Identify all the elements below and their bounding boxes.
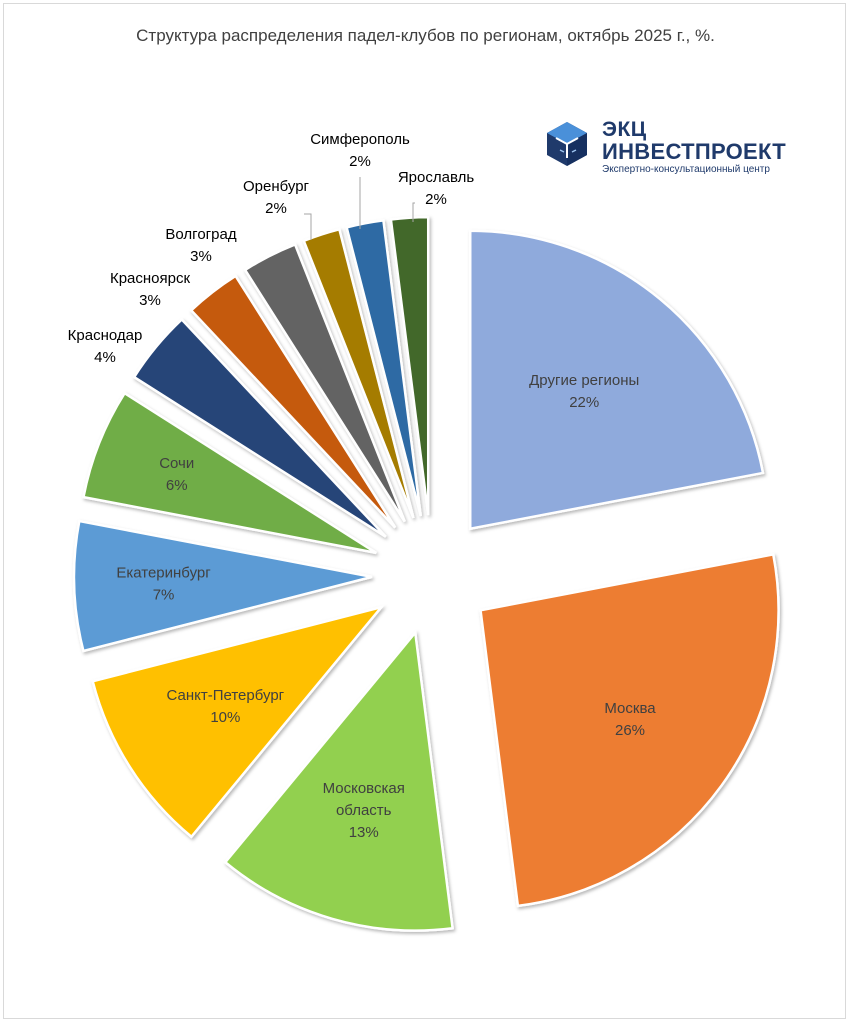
chart-frame	[3, 3, 846, 1019]
pie-slice	[389, 215, 430, 516]
pie-slice	[72, 519, 373, 653]
slice-category-label: область	[336, 802, 392, 819]
pie-slice	[91, 604, 385, 839]
slice-value-label: 10%	[210, 709, 240, 726]
pie-slice	[468, 229, 765, 531]
pie-slice	[243, 242, 406, 523]
logo-text-name: ИНВЕСТПРОЕКТ	[602, 139, 787, 164]
slice-value-label: 3%	[190, 248, 212, 265]
pie-slice	[223, 629, 455, 932]
slice-category-label: Волгоград	[165, 226, 236, 243]
pie-slice	[189, 274, 397, 529]
slice-category-label: Другие регионы	[529, 372, 639, 389]
slice-category-label: Красноярск	[110, 270, 191, 287]
slice-category-label: Оренбург	[243, 178, 310, 195]
slice-category-label: Санкт-Петербург	[167, 687, 285, 704]
leader-line	[304, 213, 312, 240]
slice-category-label: Москва	[604, 700, 656, 717]
slice-category-label: Московская	[323, 780, 405, 797]
slice-category-label: Краснодар	[68, 327, 143, 344]
slice-value-label: 2%	[265, 200, 287, 217]
slice-value-label: 2%	[425, 191, 447, 208]
slice-value-label: 26%	[615, 722, 645, 739]
slice-value-label: 7%	[153, 586, 175, 603]
pie-slice	[479, 552, 780, 908]
slice-value-label: 13%	[349, 824, 379, 841]
slice-value-label: 2%	[349, 153, 371, 170]
slice-value-label: 4%	[94, 349, 116, 366]
logo-text-tagline: Экспертно-консультационный центр	[602, 164, 770, 175]
pie-slice	[302, 227, 415, 519]
pie-slice	[82, 391, 377, 555]
slice-category-label: Симферополь	[310, 131, 410, 148]
company-logo: ЭКЦ ИНВЕСТПРОЕКТ Экспертно-консультацион…	[544, 118, 804, 182]
slice-value-label: 22%	[569, 394, 599, 411]
pie-slice	[345, 219, 422, 517]
slice-category-label: Сочи	[159, 455, 194, 472]
logo-cube-icon	[547, 122, 587, 166]
slice-category-label: Ярославль	[398, 169, 474, 186]
chart-title: Структура распределения падел-клубов по …	[136, 26, 715, 45]
logo-text-short: ЭКЦ	[602, 118, 647, 141]
slice-category-label: Екатеринбург	[116, 564, 211, 581]
slice-value-label: 6%	[166, 477, 188, 494]
leader-line	[412, 202, 415, 222]
pie-slice	[132, 317, 387, 538]
slice-value-label: 3%	[139, 292, 161, 309]
